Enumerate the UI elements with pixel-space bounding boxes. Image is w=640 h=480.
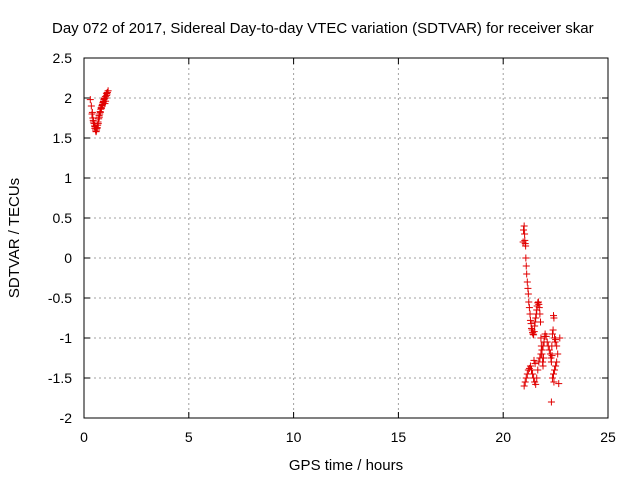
y-tick-label: 0.5 (53, 210, 73, 226)
y-axis-title: SDTVAR / TECUs (6, 178, 23, 298)
y-tick-label: 0 (64, 250, 72, 266)
data-point (87, 102, 95, 110)
chart-title: Day 072 of 2017, Sidereal Day-to-day VTE… (52, 20, 594, 37)
data-point (543, 338, 551, 346)
data-point (521, 230, 529, 238)
data-point (523, 270, 531, 278)
data-point (97, 104, 105, 112)
y-tick-label: 1 (64, 170, 72, 186)
data-point (533, 374, 541, 382)
tick-layer: -2 -1.5 -1 -0.5 0 0.5 1 1.5 2 2.5 0 5 10 15 20 25 (48, 50, 616, 445)
data-point (521, 378, 529, 386)
data-point (92, 128, 100, 136)
y-tick-label: -1 (60, 330, 73, 346)
data-point (95, 113, 103, 121)
data-point (86, 96, 94, 104)
data-point (532, 380, 540, 388)
data-point (539, 362, 547, 370)
data-point (548, 330, 556, 338)
data-point (539, 342, 547, 350)
y-tick-label: -1.5 (48, 370, 72, 386)
data-point (550, 378, 558, 386)
points-layer (86, 87, 564, 406)
data-point (549, 326, 557, 334)
data-point (520, 222, 528, 230)
data-point (546, 350, 554, 358)
y-tick-label: 1.5 (53, 130, 73, 146)
data-point (520, 382, 528, 390)
data-point (536, 310, 544, 318)
data-point (93, 124, 101, 132)
data-point (522, 242, 530, 250)
grid-layer (84, 58, 608, 418)
data-point (553, 358, 561, 366)
data-point (534, 366, 542, 374)
data-point (553, 342, 561, 350)
y-tick-label: -0.5 (48, 290, 72, 306)
data-point (530, 356, 538, 364)
data-point (538, 346, 546, 354)
data-point (101, 92, 109, 100)
data-point (523, 278, 531, 286)
data-point (524, 290, 532, 298)
data-point (526, 362, 534, 370)
data-point (89, 116, 97, 124)
data-point (542, 332, 550, 340)
data-point (555, 380, 563, 388)
data-point (550, 314, 558, 322)
data-point (94, 120, 102, 128)
data-point (525, 304, 533, 312)
data-point (535, 358, 543, 366)
x-tick-label: 0 (80, 429, 88, 445)
data-point (535, 304, 543, 312)
x-axis-title: GPS time / hours (289, 457, 403, 474)
data-point (88, 110, 96, 118)
data-point (537, 318, 545, 326)
data-point (96, 108, 104, 116)
data-point (529, 370, 537, 378)
data-point (550, 370, 558, 378)
x-tick-label: 10 (286, 429, 302, 445)
data-point (532, 314, 540, 322)
data-point (551, 366, 559, 374)
data-point (531, 360, 539, 368)
data-point (537, 334, 545, 342)
y-tick-label: -2 (60, 410, 73, 426)
data-point (525, 298, 533, 306)
data-point (548, 352, 556, 360)
x-tick-label: 15 (391, 429, 407, 445)
data-point (534, 299, 542, 307)
data-point (530, 331, 538, 339)
x-tick-label: 5 (185, 429, 193, 445)
data-point (552, 336, 560, 344)
data-point (527, 366, 535, 374)
data-point (537, 350, 545, 358)
data-point (536, 354, 544, 362)
data-point (554, 350, 562, 358)
data-point (103, 88, 111, 96)
y-tick-label: 2.5 (53, 50, 73, 66)
data-point (99, 98, 107, 106)
data-point (526, 310, 534, 318)
data-point (520, 226, 528, 234)
data-point (556, 334, 564, 342)
data-point (98, 101, 106, 109)
data-point (545, 346, 553, 354)
x-tick-label: 25 (600, 429, 616, 445)
data-point (526, 316, 534, 324)
data-point (547, 398, 555, 406)
plot-frame (83, 57, 609, 419)
data-point (522, 262, 530, 270)
x-tick-label: 20 (495, 429, 511, 445)
y-tick-label: 2 (64, 90, 72, 106)
data-point (548, 374, 556, 382)
data-point (522, 374, 530, 382)
data-point (102, 89, 110, 97)
data-point (522, 254, 530, 262)
data-point (552, 362, 560, 370)
